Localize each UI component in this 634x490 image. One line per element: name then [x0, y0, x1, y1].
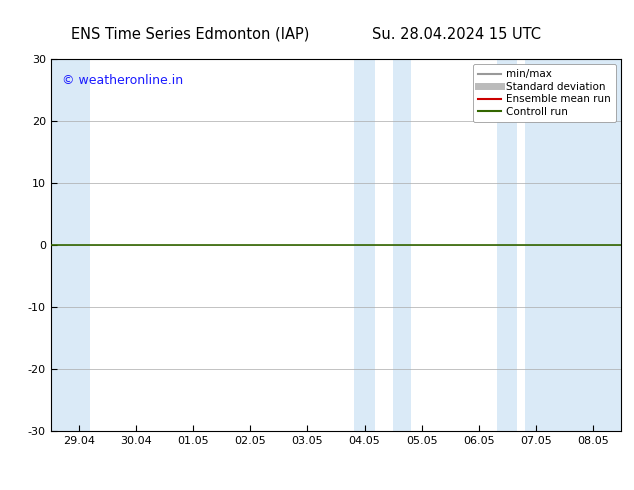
Bar: [393, 59, 411, 431]
Text: ENS Time Series Edmonton (IAP): ENS Time Series Edmonton (IAP): [71, 27, 309, 42]
Text: Su. 28.04.2024 15 UTC: Su. 28.04.2024 15 UTC: [372, 27, 541, 42]
Legend: min/max, Standard deviation, Ensemble mean run, Controll run: min/max, Standard deviation, Ensemble me…: [473, 64, 616, 122]
Text: © weatheronline.in: © weatheronline.in: [62, 74, 183, 87]
Bar: [354, 59, 375, 431]
Bar: [497, 59, 517, 431]
Bar: [51, 59, 89, 431]
Bar: [526, 59, 621, 431]
